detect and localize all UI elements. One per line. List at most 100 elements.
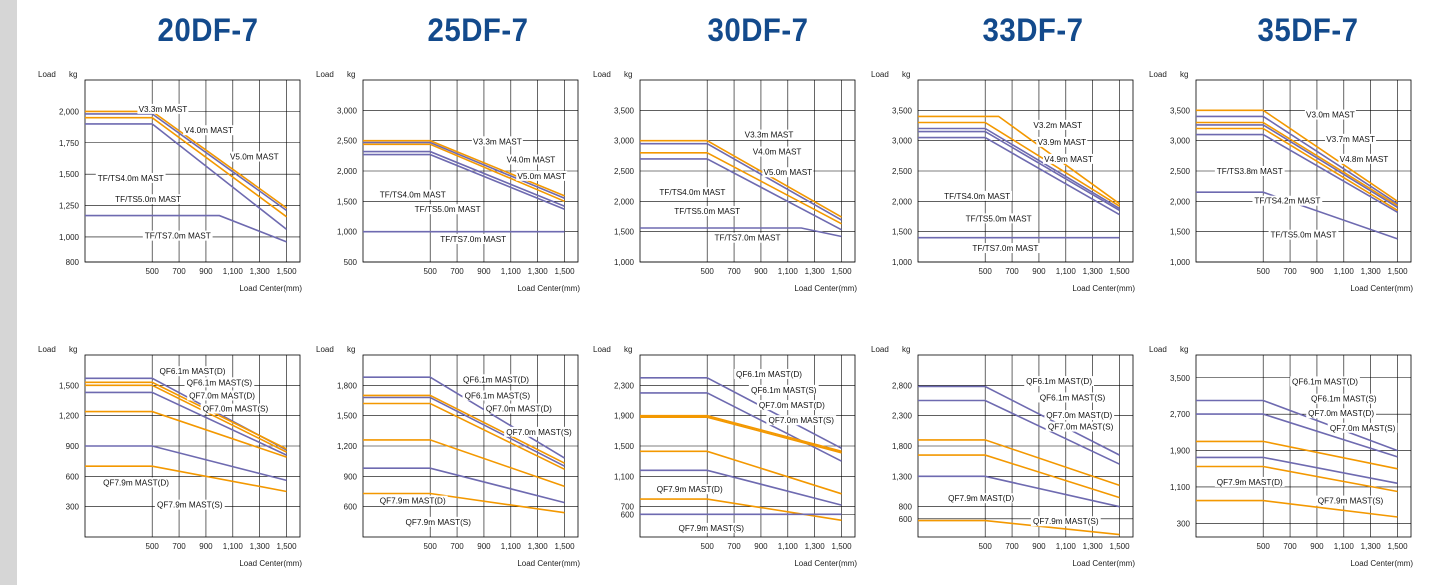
y-tick-label: 1,500 [614, 442, 635, 451]
series-annotation: QF6.1m MAST(S) [465, 391, 531, 400]
y-tick-label: 2,300 [892, 412, 913, 421]
y-tick-label: 1,500 [892, 228, 913, 237]
series-line-blue [918, 385, 1120, 456]
series-line-blue [85, 445, 287, 482]
series-annotation: TF/TS7.0m MAST [145, 232, 211, 241]
y-tick-label: 1,800 [337, 381, 358, 390]
x-tick-label: 1,100 [223, 542, 244, 551]
series-annotation: V4.0m MAST [507, 155, 556, 164]
series-annotation: QF6.1m MAST(D) [1292, 377, 1358, 386]
series-annotation: QF7.0m MAST(D) [1046, 411, 1112, 420]
y-tick-label: 2,000 [59, 107, 80, 116]
y-tick-label: 1,000 [1170, 258, 1191, 267]
y-axis-label: Load [1149, 70, 1167, 79]
plot-frame [362, 79, 579, 263]
annotation-backdrop [946, 493, 1017, 504]
annotation-backdrop [412, 204, 483, 215]
x-tick-label: 900 [199, 542, 213, 551]
series-line-blue [640, 227, 842, 238]
series-annotation: TF/TS5.0m MAST [674, 207, 740, 216]
chart-20df7-bottom: Load kg 300 600 900 1,200 1,500 500 700 900 1,100 1… [38, 345, 302, 568]
y-tick-label: 3,500 [1170, 374, 1191, 383]
annotation-backdrop [1214, 166, 1285, 176]
x-tick-label: 1,100 [501, 267, 522, 276]
y-axis-label: Load [316, 345, 334, 354]
y-tick-label: 2,500 [1170, 167, 1191, 176]
series-annotation: V3.2m MAST [1033, 121, 1082, 130]
series-annotation: TF/TS5.0m MAST [1271, 231, 1337, 240]
x-tick-label: 700 [1283, 267, 1297, 276]
x-tick-label: 1,100 [1334, 267, 1355, 276]
x-tick-label: 500 [979, 267, 993, 276]
x-tick-label: 1,300 [528, 267, 549, 276]
annotation-backdrop [654, 484, 725, 495]
x-tick-label: 900 [1310, 542, 1324, 551]
annotation-backdrop [1037, 392, 1108, 403]
x-tick-label: 1,300 [1361, 267, 1382, 276]
x-axis-label: Load Center(mm) [794, 284, 857, 293]
annotation-backdrop [183, 125, 235, 136]
plot-frame [84, 79, 301, 263]
series-annotation: V5.0m MAST [517, 172, 566, 181]
annotation-backdrop [1045, 421, 1116, 432]
series-line-blue [85, 123, 288, 231]
y-tick-label: 3,000 [892, 137, 913, 146]
series-line-orange [918, 121, 1121, 207]
series-line-orange [918, 115, 1121, 205]
x-axis-label: Load Center(mm) [1350, 559, 1413, 568]
x-tick-label: 1,100 [778, 542, 799, 551]
chart-30df7-top: Load kg 1,000 1,500 2,000 2,500 3,000 3,500 500 7… [593, 70, 857, 293]
annotation-backdrop [762, 167, 814, 178]
series-line-orange [1196, 499, 1398, 518]
series-annotation: V4.0m MAST [753, 148, 802, 157]
annotation-backdrop [1268, 229, 1339, 240]
annotation-backdrop [154, 499, 225, 510]
series-annotation: QF6.1m MAST(D) [1026, 377, 1092, 386]
series-line-blue [640, 392, 842, 462]
y-tick-label: 3,500 [892, 106, 913, 115]
y-axis-label: Load [593, 70, 611, 79]
series-annotation: TF/TS4.0m MAST [380, 191, 446, 200]
annotation-backdrop [137, 103, 189, 114]
y-unit-label: kg [347, 70, 355, 79]
series-line-blue [640, 158, 842, 231]
x-tick-label: 1,500 [1388, 267, 1409, 276]
y-tick-label: 1,500 [59, 381, 80, 390]
y-unit-label: kg [624, 70, 632, 79]
x-axis-label: Load Center(mm) [1072, 559, 1135, 568]
chart-35df7-bottom: Load kg 300 1,100 1,900 2,700 3,500 500 700 900 1,… [1149, 345, 1413, 568]
y-tick-label: 3,000 [1170, 137, 1191, 146]
plot-frame [917, 354, 1134, 538]
y-tick-label: 1,500 [337, 197, 358, 206]
y-tick-label: 600 [66, 472, 80, 481]
y-tick-label: 1,900 [614, 412, 635, 421]
chart-25df7-top: Load kg 500 1,000 1,500 2,000 2,500 3,000 500 700… [316, 70, 580, 293]
series-annotation: QF7.9m MAST(S) [678, 524, 744, 533]
series-line-orange [1196, 109, 1399, 202]
series-line-blue [1196, 133, 1399, 213]
series-annotation: TF/TS4.2m MAST [1254, 197, 1320, 206]
chart-33df7-bottom: Load kg 600 800 1,300 1,800 2,300 2,800 500 700 90… [871, 345, 1135, 568]
x-tick-label: 700 [172, 267, 186, 276]
y-tick-label: 2,500 [614, 167, 635, 176]
x-axis-label: Load Center(mm) [794, 559, 857, 568]
annotation-backdrop [766, 415, 837, 426]
series-annotation: QF7.0m MAST(S) [1048, 423, 1114, 432]
series-annotation: TF/TS3.8m MAST [1217, 167, 1283, 176]
series-annotation: V4.8m MAST [1340, 155, 1389, 164]
annotation-backdrop [1308, 393, 1379, 404]
y-tick-label: 1,500 [614, 228, 635, 237]
annotation-backdrop [1306, 408, 1377, 419]
y-unit-label: kg [902, 345, 910, 354]
plot-frame [362, 354, 579, 538]
y-tick-label: 1,200 [59, 412, 80, 421]
annotation-backdrop [142, 230, 213, 241]
chart-20df7-top: Load kg 800 1,000 1,250 1,500 1,750 2,000 500 700… [38, 70, 302, 293]
series-line-orange [363, 394, 565, 464]
series-annotation: QF7.0m MAST(D) [486, 405, 552, 414]
y-axis-label: Load [871, 70, 889, 79]
x-tick-label: 900 [477, 542, 491, 551]
x-tick-label: 500 [701, 267, 715, 276]
x-tick-label: 500 [979, 542, 993, 551]
